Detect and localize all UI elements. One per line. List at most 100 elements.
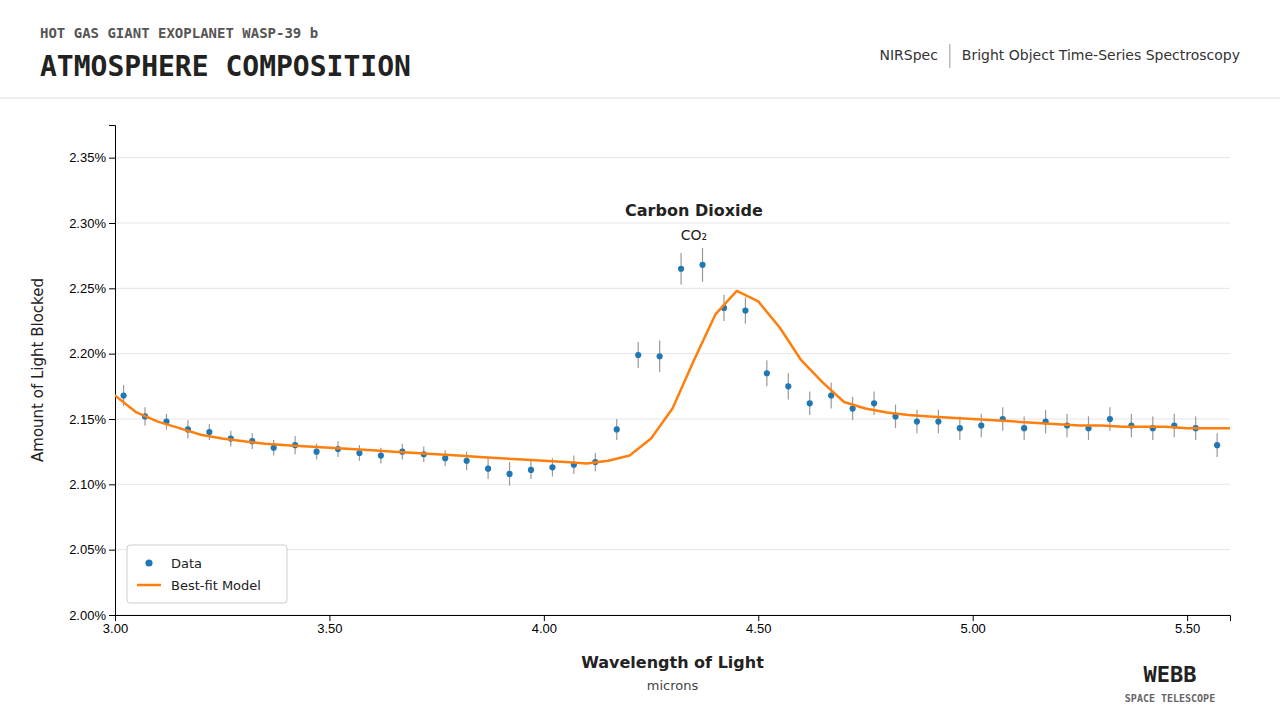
data-point xyxy=(528,467,534,473)
logo: WEBB SPACE TELESCOPE xyxy=(1125,662,1215,704)
data-point xyxy=(1214,442,1220,448)
header-separator xyxy=(0,98,1280,99)
data-point xyxy=(871,400,877,406)
grid-line xyxy=(115,484,1230,485)
y-tick-mark xyxy=(109,158,115,159)
data-point xyxy=(678,266,684,272)
grid-line xyxy=(115,223,1230,224)
logo-text: SPACE TELESCOPE xyxy=(1125,693,1215,704)
y-tick: 2.10% xyxy=(69,477,115,492)
y-tick-label: 2.30% xyxy=(69,216,106,231)
data-point xyxy=(549,464,555,470)
data-point xyxy=(635,352,641,358)
y-tick: 2.00% xyxy=(69,608,115,623)
y-tick-mark xyxy=(109,223,115,224)
data-point xyxy=(378,452,384,458)
model-line xyxy=(115,291,1230,463)
y-tick: 2.35% xyxy=(69,150,115,165)
y-tick: 2.25% xyxy=(69,281,115,296)
data-point xyxy=(978,422,984,428)
legend: Data Best-fit Model xyxy=(127,545,287,603)
y-axis: 2.00% 2.05% 2.10% 2.15% 2.20% 2.25% 2.30% 2.35% xyxy=(69,126,115,623)
data-point xyxy=(506,471,512,477)
y-tick-label: 2.35% xyxy=(69,150,106,165)
x-tick: 4.00 xyxy=(532,615,557,636)
x-tick: 3.00 xyxy=(103,615,128,636)
x-tick: 5.00 xyxy=(961,615,986,636)
data-point xyxy=(464,458,470,464)
grid-line xyxy=(115,288,1230,289)
header-text: NIRSpec xyxy=(879,47,937,63)
annotation: Carbon Dioxide xyxy=(625,201,763,220)
x-axis: 3.00 3.50 4.00 4.50 5.00 5.50 xyxy=(103,615,1231,636)
y-tick-label: 2.10% xyxy=(69,477,106,492)
data-point xyxy=(1021,425,1027,431)
x-tick: 5.50 xyxy=(1175,615,1200,636)
annotation: CO₂ xyxy=(681,227,707,243)
y-axis-title: Amount of Light Blocked xyxy=(29,278,47,462)
legend-swatch xyxy=(145,559,152,566)
x-tick: 4.50 xyxy=(746,615,771,636)
logo-text: WEBB xyxy=(1144,662,1197,687)
y-tick-mark xyxy=(109,484,115,485)
grid-line xyxy=(115,157,1230,158)
y-tick-label: 2.05% xyxy=(69,542,106,557)
y-tick-mark xyxy=(109,550,115,551)
x-tick: 3.50 xyxy=(317,615,342,636)
y-tick-mark xyxy=(109,615,115,616)
marks xyxy=(115,248,1230,486)
y-tick-label: 2.00% xyxy=(69,608,106,623)
data-point xyxy=(764,370,770,376)
data-point xyxy=(914,419,920,425)
x-axis-line xyxy=(116,616,1231,622)
y-tick-mark xyxy=(109,419,115,420)
chart: HOT GAS GIANT EXOPLANET WASP-39 b ATMOSPH… xyxy=(0,0,1280,720)
data-point xyxy=(206,429,212,435)
grid xyxy=(115,158,1230,615)
x-tick-label: 4.50 xyxy=(746,621,771,636)
grid-line xyxy=(115,419,1230,420)
data-point xyxy=(935,419,941,425)
y-tick: 2.30% xyxy=(69,216,115,231)
x-tick-mark xyxy=(973,615,974,621)
title: ATMOSPHERE COMPOSITION xyxy=(40,50,411,83)
header: HOT GAS GIANT EXOPLANET WASP-39 b ATMOSPH… xyxy=(40,25,1240,83)
y-axis-line xyxy=(109,126,116,616)
subtitle: HOT GAS GIANT EXOPLANET WASP-39 b xyxy=(40,25,318,41)
y-tick-mark xyxy=(109,288,115,289)
data-point xyxy=(485,466,491,472)
x-tick-label: 4.00 xyxy=(532,621,557,636)
data-point xyxy=(120,392,126,398)
data-point xyxy=(807,400,813,406)
y-tick-mark xyxy=(109,354,115,355)
legend-box xyxy=(127,545,287,603)
y-tick: 2.05% xyxy=(69,542,115,557)
header-text: Bright Object Time-Series Spectroscopy xyxy=(962,47,1240,63)
plot: 3.003.504.004.505.005.502.00%2.05%2.10%2… xyxy=(69,126,1230,637)
y-tick-label: 2.20% xyxy=(69,346,106,361)
x-tick-label: 5.50 xyxy=(1175,621,1200,636)
grid-line xyxy=(115,353,1230,354)
data-point xyxy=(699,262,705,268)
header-divider xyxy=(949,44,950,68)
x-tick-label: 3.50 xyxy=(317,621,342,636)
x-tick-mark xyxy=(544,615,545,621)
x-tick-mark xyxy=(1187,615,1188,621)
y-tick: 2.15% xyxy=(69,412,115,427)
x-tick-label: 3.00 xyxy=(103,621,128,636)
x-tick-mark xyxy=(758,615,759,621)
x-tick-mark xyxy=(329,615,330,621)
legend-label: Best-fit Model xyxy=(171,578,261,593)
y-tick-label: 2.25% xyxy=(69,281,106,296)
y-tick-label: 2.15% xyxy=(69,412,106,427)
data-point xyxy=(785,383,791,389)
data-point xyxy=(1107,416,1113,422)
x-tick-label: 5.00 xyxy=(961,621,986,636)
data-points xyxy=(120,248,1220,486)
annotations: Carbon Dioxide CO₂ xyxy=(625,201,763,242)
data-point xyxy=(742,307,748,313)
x-axis-title: Wavelength of Light xyxy=(581,653,764,672)
y-tick: 2.20% xyxy=(69,346,115,361)
data-point xyxy=(313,449,319,455)
legend-label: Data xyxy=(171,556,202,571)
